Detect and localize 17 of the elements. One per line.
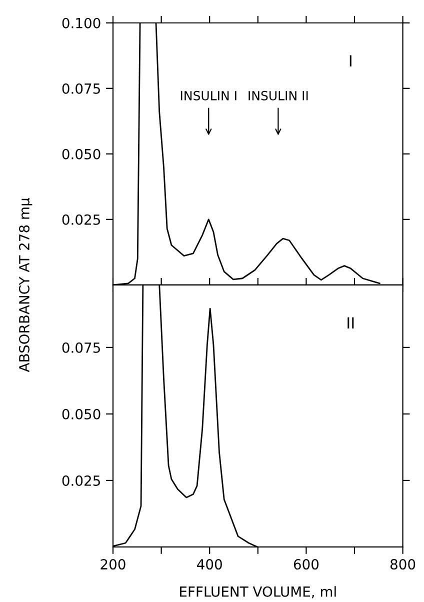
x-tick-label: 200: [100, 559, 126, 570]
annotation: INSULIN II: [248, 90, 308, 100]
y-tick-label: 0.050: [62, 148, 100, 160]
y-tick-label: 0.075: [62, 83, 100, 94]
annotation: II: [348, 317, 354, 328]
x-tick-label: 800: [390, 559, 416, 570]
x-axis-title: EFFLUENT VOLUME, ml: [180, 586, 336, 598]
annotation: I: [350, 55, 352, 66]
y-tick-label: 0.025: [62, 475, 100, 486]
y-tick-label: 0.100: [62, 18, 100, 28]
y-tick-label: 0.050: [62, 408, 100, 420]
annotation: INSULIN I: [180, 90, 236, 100]
y-tick-label: 0.075: [62, 342, 100, 353]
y-tick-label: 0.025: [62, 214, 100, 225]
x-tick-label: 400: [197, 559, 222, 570]
y-axis-title: ABSORBANCY AT 278 mμ: [18, 198, 32, 372]
x-tick-label: 600: [294, 559, 319, 570]
